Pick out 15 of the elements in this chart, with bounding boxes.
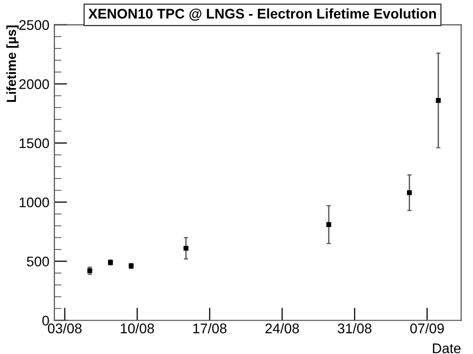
y-tick-label: 1000	[20, 197, 49, 208]
x-tick-label: 17/08	[193, 323, 226, 334]
x-tick-label: 07/09	[410, 323, 444, 334]
y-tick-label: 1500	[20, 138, 49, 148]
x-tick-label: 10/08	[120, 323, 154, 334]
y-tick-label: 2000	[19, 79, 49, 90]
y-axis-title: Lifetime [µs]	[6, 26, 19, 102]
x-axis-title: Date	[432, 344, 461, 354]
y-tick-label: 2500	[19, 20, 49, 30]
x-tick-label: 24/08	[265, 323, 299, 334]
y-tick-label: 500	[26, 256, 49, 266]
chart-title: XENON10 TPC @ LNGS - Electron Lifetime Evolution	[88, 8, 436, 21]
x-tick-label: 03/08	[48, 323, 82, 334]
x-tick-label: 31/08	[338, 323, 372, 334]
y-tick-label: 0	[42, 316, 49, 326]
